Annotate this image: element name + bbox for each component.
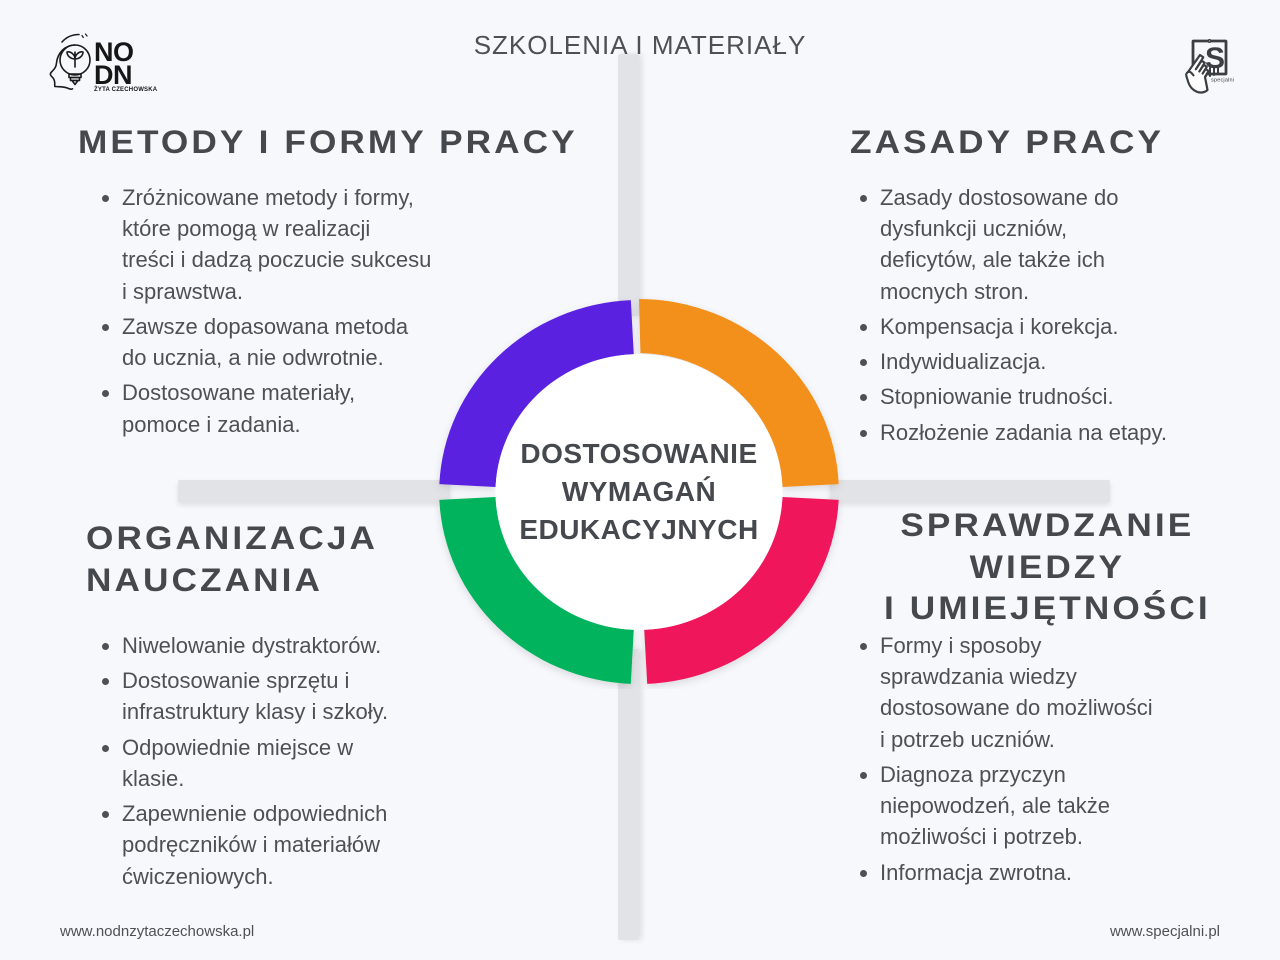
svg-text:specjalni: specjalni xyxy=(1211,78,1234,84)
svg-text:DN: DN xyxy=(94,60,132,90)
svg-text:ŻYTA CZECHOWSKA: ŻYTA CZECHOWSKA xyxy=(94,86,158,93)
